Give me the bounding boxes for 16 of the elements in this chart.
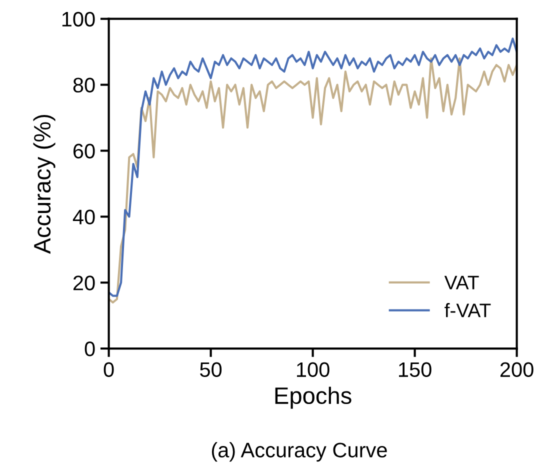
y-tick-label: 100 [62, 12, 95, 27]
y-tick-label: 40 [72, 210, 95, 224]
x-tick-label: 100 [297, 362, 330, 378]
y-tick-label: 80 [73, 78, 95, 93]
x-tick-label: 50 [200, 362, 222, 378]
y-tick-label: 20 [73, 276, 95, 290]
y-tick-label: 60 [73, 144, 95, 158]
x-axis-title: Epochs [275, 386, 352, 409]
x-tick-label: 200 [500, 362, 534, 378]
legend-label: VAT [444, 276, 479, 290]
y-tick-label: 0 [84, 342, 95, 356]
legend-label: f-VAT [444, 303, 491, 318]
x-tick-label: 0 [104, 362, 114, 378]
y-axis-title: Accuracy (%) [33, 114, 56, 254]
text: (a) Accuracy Curve [212, 442, 387, 462]
x-tick-label: 150 [399, 362, 432, 378]
